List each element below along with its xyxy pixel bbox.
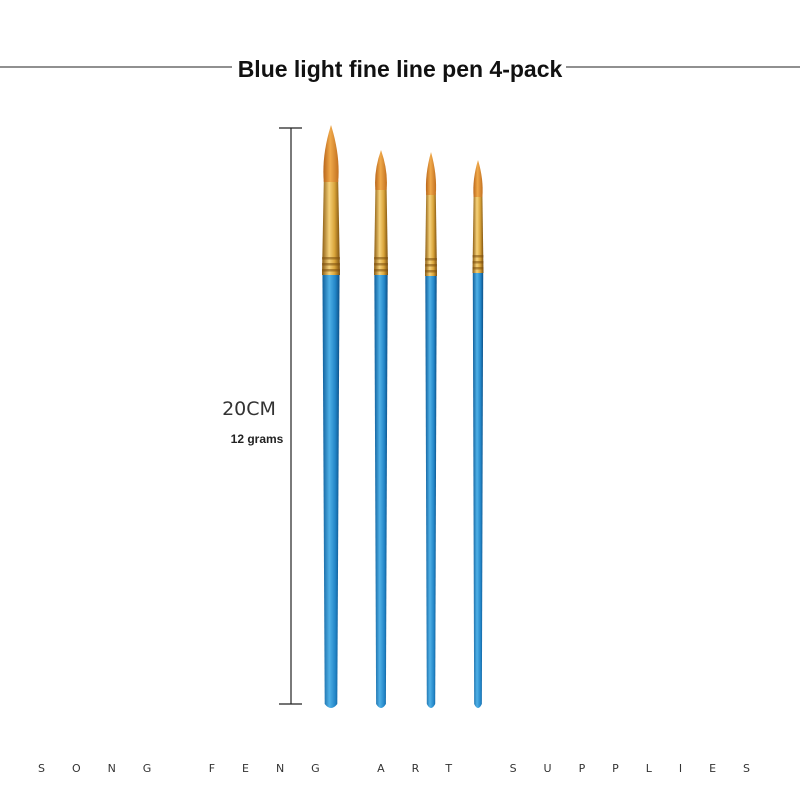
brush-hair bbox=[375, 150, 387, 190]
brush-handle bbox=[374, 275, 388, 708]
ferrule-ring bbox=[374, 269, 388, 272]
ferrule-ring bbox=[322, 269, 340, 272]
ferrule-ring bbox=[374, 263, 388, 266]
ferrule-ring bbox=[374, 257, 388, 260]
ferrule-ring bbox=[322, 257, 340, 260]
brush-ferrule bbox=[374, 188, 388, 275]
brush-ferrule bbox=[472, 195, 484, 273]
brushes bbox=[322, 125, 484, 708]
ferrule-ring bbox=[472, 261, 484, 264]
ferrule-ring bbox=[425, 264, 437, 267]
brush-handle bbox=[322, 275, 340, 708]
ferrule-ring bbox=[472, 267, 484, 270]
brush-ferrule bbox=[425, 193, 437, 276]
length-label: 20CM bbox=[222, 398, 276, 420]
ferrule-ring bbox=[425, 258, 437, 261]
brush-handle bbox=[425, 276, 437, 708]
brush-hair bbox=[473, 160, 483, 197]
brush-hair bbox=[425, 152, 437, 195]
ferrule-ring bbox=[425, 270, 437, 273]
ferrule-ring bbox=[322, 263, 340, 266]
title: Blue light fine line pen 4-pack bbox=[238, 56, 563, 82]
ferrule-ring bbox=[472, 255, 484, 258]
brush-hair bbox=[323, 125, 339, 182]
brush-ferrule bbox=[322, 180, 340, 275]
weight-label: 12 grams bbox=[231, 432, 284, 446]
brush-handle bbox=[472, 273, 484, 708]
